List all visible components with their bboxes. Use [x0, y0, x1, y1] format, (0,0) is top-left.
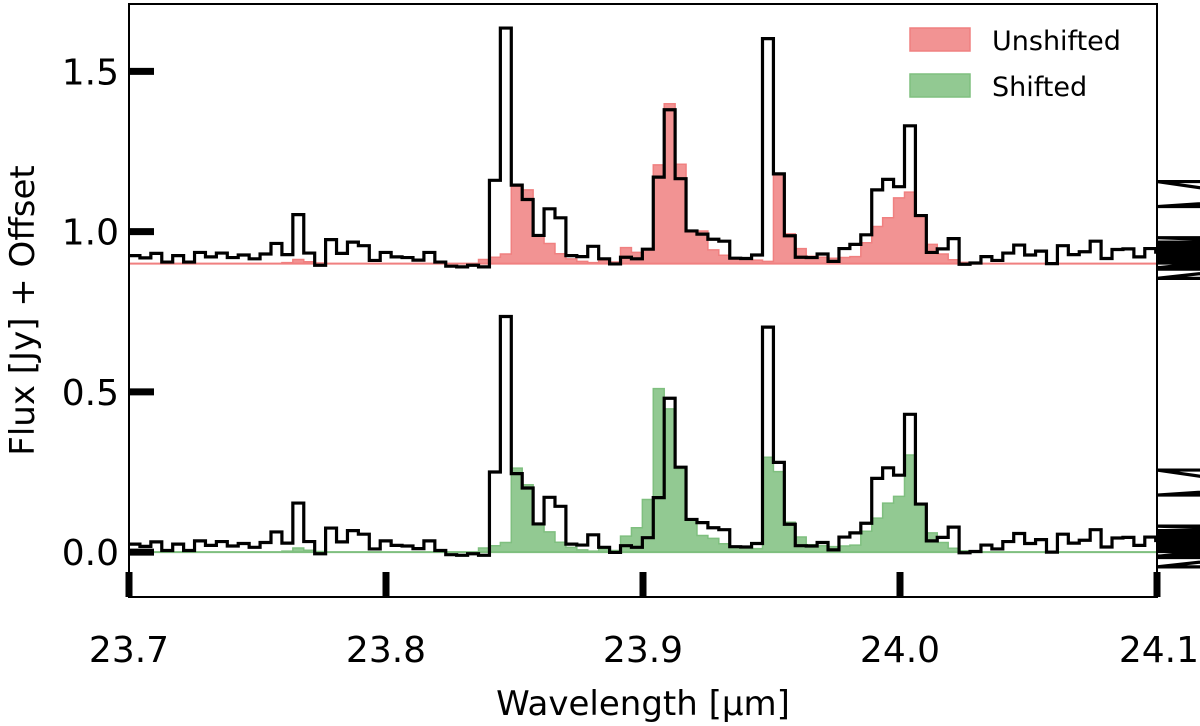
y-tick-label: 0.5 [62, 373, 119, 414]
series-fill-unshifted [129, 102, 1200, 265]
legend-swatch-shifted [909, 73, 971, 98]
legend: Unshifted Shifted [909, 26, 1121, 103]
legend-label-unshifted: Unshifted [992, 26, 1121, 57]
x-tick-label: 24.1 [1119, 630, 1199, 671]
y-axis-label: Flux [Jy] + Offset [3, 165, 43, 455]
series-line-2 [129, 314, 1200, 569]
legend-swatch-unshifted [909, 27, 971, 52]
x-tick-label: 23.9 [603, 630, 683, 671]
y-tick-label: 0.0 [62, 533, 119, 574]
y-tick-label: 1.5 [62, 52, 119, 93]
ticks-layer: 0.0 0.5 1.0 1.5 23.7 23.8 23.9 24.0 24.1 [62, 52, 1199, 671]
x-tick-label: 23.7 [89, 630, 169, 671]
lines-layer [129, 26, 1200, 569]
x-tick-label: 24.0 [860, 630, 940, 671]
series-line-0 [129, 26, 1200, 280]
legend-label-shifted: Shifted [992, 72, 1087, 103]
y-tick-label: 1.0 [62, 213, 119, 254]
x-axis-label: Wavelength [µm] [496, 684, 790, 724]
x-tick-label: 23.8 [346, 630, 426, 671]
